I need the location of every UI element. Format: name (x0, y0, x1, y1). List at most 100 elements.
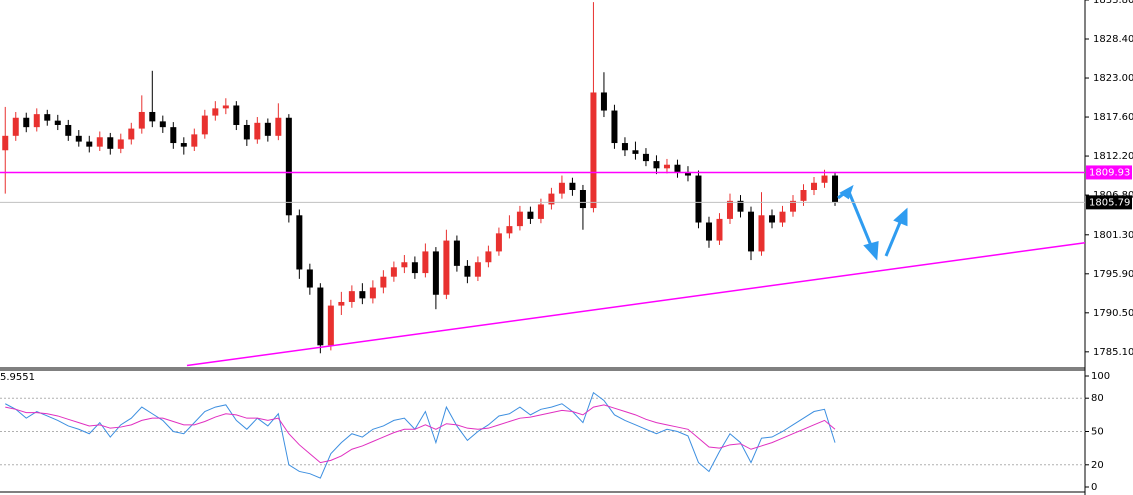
candle-body (65, 124, 72, 136)
candle-body (359, 291, 366, 299)
candle-body (537, 204, 544, 219)
y-tick-label: 1785.10 (1093, 347, 1133, 358)
y-tick-label: 1801.30 (1093, 230, 1133, 241)
candle-body (548, 193, 555, 205)
candle-body (54, 120, 61, 125)
candle-body (128, 128, 135, 140)
y-tick-label: 80 (1091, 393, 1104, 404)
candle-body (338, 301, 345, 306)
candle-body (611, 110, 618, 144)
trendline (186, 241, 1086, 367)
candle-body (621, 143, 628, 151)
candle-body (684, 171, 691, 176)
y-tick-label: 100 (1091, 371, 1110, 382)
candle-body (222, 105, 229, 109)
candle-body (138, 111, 145, 129)
candle-body (2, 135, 9, 151)
y-tick-label: 1833.80 (1093, 0, 1133, 6)
candle-body (12, 117, 19, 136)
candle-body (327, 305, 334, 346)
candle-body (390, 267, 397, 277)
y-tick-label: 1823.00 (1093, 73, 1133, 84)
candle-body (695, 175, 702, 223)
candle-body (464, 265, 471, 277)
candle-body (800, 190, 807, 201)
candle-body (401, 262, 408, 268)
y-tick-label: 20 (1091, 460, 1104, 471)
candle-body (832, 175, 839, 203)
candle-body (485, 251, 492, 263)
candle-body (768, 215, 775, 223)
last-price-box (1086, 195, 1132, 210)
candle-body (432, 251, 439, 295)
candle-body (579, 190, 586, 209)
arrow (847, 191, 874, 249)
candle-body (33, 114, 40, 128)
candle-body (201, 115, 208, 135)
candle-body (348, 291, 355, 302)
candle-body (285, 117, 292, 216)
candle-body (369, 287, 376, 299)
candle-body (264, 122, 271, 136)
candle-body (790, 200, 797, 212)
candle-body (663, 164, 670, 169)
candle-body (23, 117, 30, 128)
candle-body (422, 251, 429, 274)
candle-body (159, 121, 166, 128)
candle-body (705, 222, 712, 241)
candle-body (380, 276, 387, 288)
hline-label: 1809.93 (1089, 167, 1130, 178)
candle-body (317, 287, 324, 346)
candle-body (527, 211, 534, 219)
indicator-line (5, 404, 836, 464)
candle-body (653, 161, 660, 169)
candle-body (737, 200, 744, 212)
arrow-head (839, 184, 854, 200)
candle-body (306, 269, 313, 288)
indicator-label: 5.9551 (0, 372, 35, 383)
candle-body (506, 226, 513, 234)
arrow (884, 219, 903, 257)
y-tick-label: 0 (1091, 482, 1097, 493)
candle-body (107, 137, 114, 149)
candle-body (86, 141, 93, 147)
candle-body (243, 124, 250, 140)
candle-body (642, 153, 649, 162)
projection-arrows (837, 184, 908, 261)
candle-body (516, 211, 523, 227)
candle-body (600, 92, 607, 111)
candle-body (443, 240, 450, 295)
y-tick-label: 1817.60 (1093, 112, 1133, 123)
candle-body (254, 122, 261, 140)
candle-body (212, 108, 219, 116)
candle-body (632, 150, 639, 154)
candle-body (411, 262, 418, 274)
candle-body (275, 117, 282, 136)
y-tick-label: 1812.20 (1093, 151, 1133, 162)
candle-body (747, 211, 754, 252)
y-tick-label: 1795.90 (1093, 269, 1133, 280)
candle-body (590, 92, 597, 209)
y-tick-label: 1828.40 (1093, 34, 1133, 45)
candle-body (75, 135, 82, 142)
candle-body (191, 134, 198, 147)
candle-body (117, 139, 124, 149)
candle-body (149, 111, 156, 122)
indicator-line (5, 391, 836, 479)
candle-body (180, 143, 187, 147)
candle-body (569, 182, 576, 191)
arrow-head (863, 240, 879, 261)
candle-body (44, 114, 51, 121)
candle-body (96, 137, 103, 147)
candle-body (758, 215, 765, 252)
y-tick-label: 50 (1091, 427, 1104, 438)
candle-body (474, 262, 481, 277)
candle-body (811, 182, 818, 191)
candle-body (453, 240, 460, 266)
candle-body (170, 127, 177, 144)
candle-body (726, 200, 733, 219)
candle-body (779, 211, 786, 223)
candle-body (821, 175, 828, 183)
